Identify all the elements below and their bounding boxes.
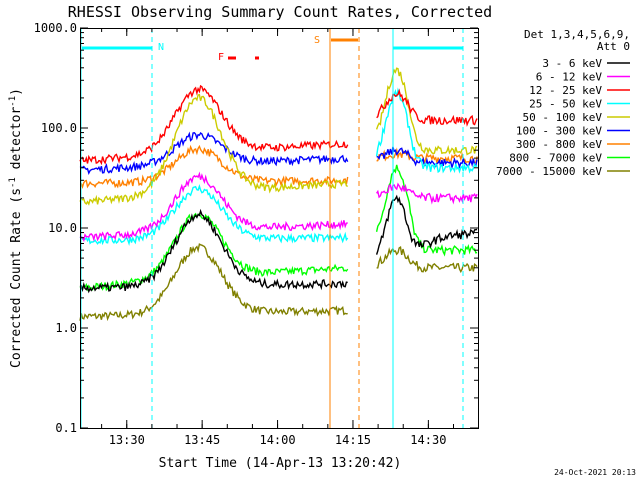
legend-entry-label: 12 - 25 keV [529, 84, 602, 97]
x-tick-label: 14:00 [259, 433, 295, 447]
series-line-pre-eclipse [79, 171, 348, 243]
y-tick-label: 1000.0 [34, 21, 77, 35]
legend-header-2: Att 0 [597, 40, 630, 53]
flare-flag-label: F [218, 52, 224, 63]
flag-bars: N F S [82, 35, 463, 63]
legend-entry-label: 7000 - 15000 keV [496, 165, 602, 178]
y-tick-label: 1.0 [55, 321, 77, 335]
y-label-part-3: ) [9, 88, 24, 96]
legend-entry-label: 300 - 800 keV [516, 138, 602, 151]
series-line-pre-eclipse [79, 93, 348, 206]
y-label-exp-2: -1 [8, 96, 18, 107]
x-tick-label: 14:30 [410, 433, 446, 447]
legend-entry-label: 50 - 100 keV [523, 111, 603, 124]
legend-entry-label: 3 - 6 keV [542, 57, 602, 70]
legend-entry-label: 100 - 300 keV [516, 125, 602, 138]
chart-title: RHESSI Observing Summary Count Rates, Co… [68, 3, 492, 21]
series-line-pre-eclipse [79, 208, 348, 294]
y-label-part-2: detector [9, 107, 24, 178]
y-tick-label: 0.1 [55, 421, 77, 435]
series-line-pre-eclipse [79, 144, 349, 190]
x-axis-label: Start Time (14-Apr-13 13:20:42) [159, 456, 402, 471]
y-label-part-1: Corrected Count Rate (s [9, 188, 24, 368]
series-line-pre-eclipse [79, 131, 349, 175]
series-line-post-eclipse [376, 182, 478, 205]
x-axis: 13:30 13:45 14:00 14:15 14:30 [101, 28, 455, 447]
saa-flag-label: S [314, 35, 320, 46]
y-axis: 1000.0 100.0 10.0 1.0 0.1 [34, 21, 478, 435]
legend-header-1: Det 1,3,4,5,6,9, [524, 28, 630, 41]
x-tick-label: 13:30 [109, 433, 145, 447]
y-label-exp-1: -1 [8, 177, 18, 188]
night-flag-label: N [158, 42, 164, 53]
series-layer [79, 67, 478, 322]
legend-entry-label: 800 - 7000 keV [509, 152, 602, 165]
y-tick-label: 100.0 [41, 121, 77, 135]
series-line-pre-eclipse [79, 84, 349, 166]
series-line-pre-eclipse [79, 212, 349, 292]
series-line-pre-eclipse [79, 243, 348, 322]
y-axis-label: Corrected Count Rate (s-1 detector-1) [8, 88, 24, 368]
series-line-pre-eclipse [79, 184, 349, 246]
plot-frame [80, 28, 479, 429]
x-tick-label: 14:15 [335, 433, 371, 447]
y-tick-label: 10.0 [48, 221, 77, 235]
footer-date: 24-Oct-2021 20:13 [554, 468, 636, 477]
series-line-post-eclipse [375, 194, 478, 255]
legend-entry-label: 25 - 50 keV [529, 98, 602, 111]
series-line-post-eclipse [375, 67, 478, 156]
legend-entry-label: 6 - 12 keV [536, 71, 603, 84]
x-tick-label: 13:45 [184, 433, 220, 447]
series-line-post-eclipse [376, 88, 478, 127]
